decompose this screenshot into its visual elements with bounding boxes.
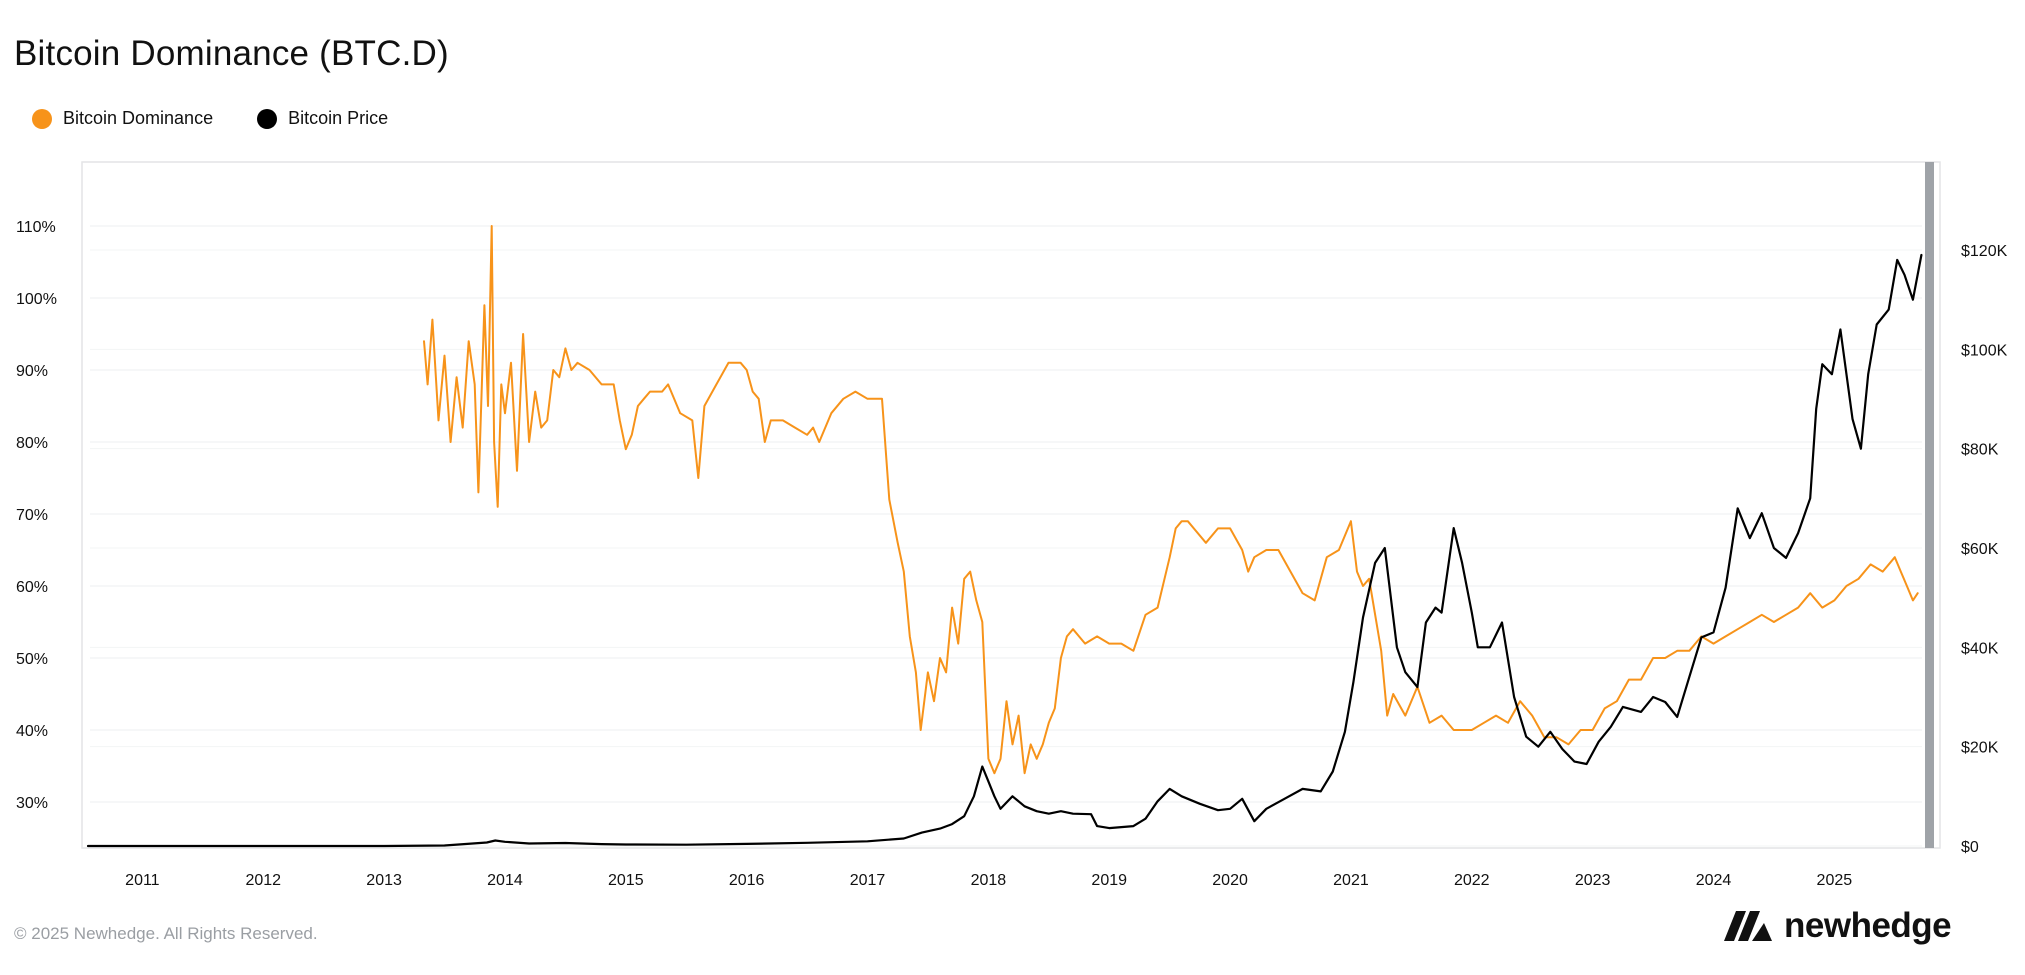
x-tick-label: 2017 <box>850 872 886 889</box>
legend-label-dominance: Bitcoin Dominance <box>63 108 214 128</box>
legend-dot-price <box>257 108 278 129</box>
y-right-tick-label: $40K <box>1961 640 1999 657</box>
newhedge-logo-icon <box>1724 911 1772 941</box>
x-tick-label: 2022 <box>1454 872 1490 889</box>
y-axis-left-ticks: 110% 100% 90% 80% 70% 60% 50% 40% 30% <box>16 219 57 812</box>
y-axis-right-ticks: $120K $100K $80K $60K $40K $20K $0 <box>1961 243 2008 856</box>
legend-item-bitcoin-dominance[interactable]: Bitcoin Dominance <box>32 108 213 129</box>
y-left-tick-label: 60% <box>16 579 48 596</box>
x-tick-label: 2015 <box>608 872 644 889</box>
x-tick-label: 2011 <box>125 872 160 889</box>
y-left-tick-label: 40% <box>16 723 48 740</box>
y-left-tick-label: 90% <box>16 363 48 380</box>
x-tick-label: 2025 <box>1817 872 1853 889</box>
x-tick-label: 2018 <box>971 872 1007 889</box>
brand-name: newhedge <box>1784 906 1952 945</box>
y-right-tick-label: $100K <box>1961 342 2008 359</box>
gridlines <box>90 225 1922 847</box>
x-tick-label: 2019 <box>1091 872 1127 889</box>
x-tick-label: 2014 <box>487 872 523 889</box>
legend-label-price: Bitcoin Price <box>288 108 389 128</box>
x-tick-label: 2023 <box>1575 872 1611 889</box>
plot-frame <box>81 161 1941 849</box>
y-left-tick-label: 30% <box>16 795 48 812</box>
x-tick-label: 2024 <box>1696 872 1732 889</box>
y-left-tick-label: 50% <box>16 651 48 668</box>
series-group <box>86 225 1923 848</box>
x-axis-ticks: 2011 2012 2013 2014 2015 2016 2017 2018 2019 2020… <box>125 872 1852 889</box>
y-right-tick-label: $20K <box>1961 740 1999 757</box>
legend-item-bitcoin-price[interactable]: Bitcoin Price <box>257 108 388 129</box>
series-line-bitcoin-dominance <box>423 225 1919 775</box>
x-tick-label: 2012 <box>245 872 281 889</box>
y-right-tick-label: $80K <box>1961 442 1999 459</box>
x-tick-label: 2020 <box>1212 872 1248 889</box>
copyright-text: © 2025 Newhedge. All Rights Reserved. <box>14 924 318 943</box>
y-left-tick-label: 100% <box>16 291 57 308</box>
range-selector-handle[interactable] <box>1925 162 1934 848</box>
x-tick-label: 2021 <box>1333 872 1369 889</box>
brand-logo: newhedge <box>1724 906 1952 946</box>
y-right-tick-label: $60K <box>1961 541 1999 558</box>
page-title: Bitcoin Dominance (BTC.D) <box>14 34 449 73</box>
y-left-tick-label: 110% <box>16 219 56 236</box>
y-right-tick-label: $120K <box>1961 243 2008 260</box>
chart-legend: Bitcoin Dominance Bitcoin Price <box>32 108 388 129</box>
legend-dot-dominance <box>32 108 52 129</box>
x-tick-label: 2016 <box>729 872 765 889</box>
y-right-tick-label: $0 <box>1961 839 1979 856</box>
x-tick-label: 2013 <box>366 872 402 889</box>
y-left-tick-label: 80% <box>16 435 48 452</box>
series-line-bitcoin-price <box>86 253 1923 848</box>
y-left-tick-label: 70% <box>16 507 48 524</box>
chart-svg: 2011 2012 2013 2014 2015 2016 2017 2018 2019 2020… <box>16 161 2008 889</box>
